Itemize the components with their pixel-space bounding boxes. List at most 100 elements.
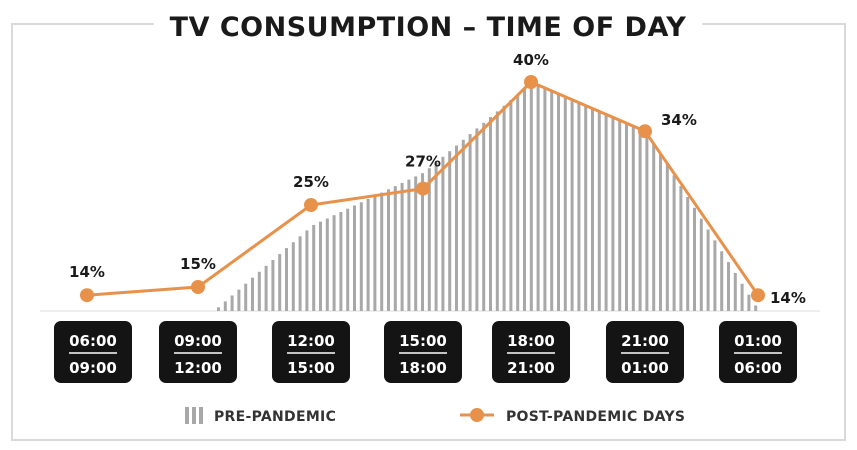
pre-pandemic-bar-27 xyxy=(264,265,268,311)
category-start-2: 12:00 xyxy=(287,332,335,350)
category-start-6: 01:00 xyxy=(734,332,782,350)
pre-pandemic-bar-83 xyxy=(645,131,649,311)
pre-pandemic-bar-52 xyxy=(434,162,438,311)
pre-pandemic-bar-96 xyxy=(733,273,737,311)
post-pandemic-point-5 xyxy=(638,124,652,139)
pre-pandemic-bar-89 xyxy=(686,197,690,311)
pre-pandemic-area xyxy=(217,83,758,312)
pre-pandemic-bar-82 xyxy=(638,128,642,311)
pre-pandemic-bar-54 xyxy=(448,151,452,311)
pre-pandemic-bar-26 xyxy=(257,271,261,311)
pre-pandemic-bar-55 xyxy=(455,145,458,311)
pre-pandemic-bar-60 xyxy=(489,117,492,311)
pre-pandemic-bar-21 xyxy=(223,301,227,311)
category-end-5: 01:00 xyxy=(621,359,669,377)
post-pandemic-label-5: 34% xyxy=(661,111,697,129)
pre-pandemic-bar-70 xyxy=(557,93,560,311)
pre-pandemic-bar-63 xyxy=(509,100,513,311)
pre-pandemic-bar-80 xyxy=(625,122,628,311)
pre-pandemic-bar-45 xyxy=(387,189,390,311)
pre-pandemic-bar-91 xyxy=(699,218,703,311)
post-pandemic-point-4 xyxy=(524,75,538,89)
pre-pandemic-bar-90 xyxy=(693,207,696,311)
pre-pandemic-bar-84 xyxy=(652,142,656,311)
pre-pandemic-bar-77 xyxy=(604,113,608,311)
post-pandemic-point-6 xyxy=(751,288,765,303)
post-pandemic-label-2: 25% xyxy=(293,173,329,191)
pre-pandemic-bar-48 xyxy=(407,179,411,311)
pre-pandemic-bar-62 xyxy=(502,105,506,311)
category-start-4: 18:00 xyxy=(507,332,555,350)
pre-pandemic-bar-57 xyxy=(468,134,472,311)
pre-pandemic-bar-32 xyxy=(298,236,302,311)
pre-pandemic-bar-20 xyxy=(217,307,220,311)
category-end-4: 21:00 xyxy=(507,359,555,377)
pre-pandemic-bar-37 xyxy=(332,215,336,311)
post-pandemic-point-1 xyxy=(191,280,205,294)
legend-marker-swatch xyxy=(470,408,484,422)
category-badge-1 xyxy=(159,321,237,383)
pre-pandemic-bar-99 xyxy=(754,305,758,311)
pre-pandemic-bar-69 xyxy=(550,90,554,311)
pre-pandemic-bar-73 xyxy=(577,102,581,311)
pre-pandemic-bar-88 xyxy=(679,186,683,311)
pre-pandemic-bar-58 xyxy=(475,128,479,311)
pre-pandemic-bar-35 xyxy=(319,221,322,311)
pre-pandemic-bar-33 xyxy=(305,230,309,311)
pre-pandemic-bar-46 xyxy=(393,186,397,311)
pre-pandemic-bar-40 xyxy=(353,205,356,311)
category-start-1: 09:00 xyxy=(174,332,222,350)
legend-label-pre-pandemic: PRE-PANDEMIC xyxy=(214,409,336,425)
pre-pandemic-bar-61 xyxy=(495,111,499,312)
pre-pandemic-bar-59 xyxy=(482,122,486,311)
pre-pandemic-bar-65 xyxy=(523,88,526,311)
category-end-3: 18:00 xyxy=(399,359,447,377)
category-badge-0 xyxy=(54,321,132,383)
pre-pandemic-bar-39 xyxy=(346,208,350,311)
legend-hatch-swatch-2 xyxy=(192,407,196,424)
post-pandemic-label-0: 14% xyxy=(69,263,105,281)
category-start-5: 21:00 xyxy=(621,332,669,350)
pre-pandemic-bar-25 xyxy=(251,277,254,311)
category-badge-6 xyxy=(719,321,797,383)
pre-pandemic-bar-67 xyxy=(536,84,540,312)
category-start-3: 15:00 xyxy=(399,332,447,350)
pre-pandemic-bar-64 xyxy=(516,94,520,312)
pre-pandemic-bar-51 xyxy=(427,168,431,311)
pre-pandemic-bar-31 xyxy=(291,242,295,311)
pre-pandemic-bar-95 xyxy=(727,262,730,311)
pre-pandemic-bar-47 xyxy=(400,182,404,311)
category-start-0: 06:00 xyxy=(69,332,117,350)
pre-pandemic-bar-41 xyxy=(359,202,363,311)
pre-pandemic-bar-86 xyxy=(665,164,669,311)
pre-pandemic-bar-66 xyxy=(529,83,533,311)
pre-pandemic-bar-97 xyxy=(740,283,744,311)
pre-pandemic-bar-87 xyxy=(672,175,676,311)
category-badge-2 xyxy=(272,321,350,383)
pre-pandemic-bar-75 xyxy=(591,107,594,312)
pre-pandemic-bar-56 xyxy=(461,139,465,311)
pre-pandemic-bar-53 xyxy=(441,156,445,311)
pre-pandemic-bar-36 xyxy=(325,218,329,311)
post-pandemic-label-4: 40% xyxy=(513,51,549,69)
post-pandemic-label-3: 27% xyxy=(405,153,441,171)
chart-frame xyxy=(11,23,846,441)
legend-pre-pandemic: PRE-PANDEMIC xyxy=(185,407,336,425)
category-badge-5 xyxy=(606,321,684,383)
pre-pandemic-bar-34 xyxy=(312,224,316,311)
pre-pandemic-bar-30 xyxy=(285,248,288,311)
pre-pandemic-bar-68 xyxy=(543,87,547,312)
post-pandemic-label-6: 14% xyxy=(770,289,806,307)
legend-label-post-pandemic: POST-PANDEMIC DAYS xyxy=(506,409,685,425)
pre-pandemic-bar-44 xyxy=(380,192,384,311)
post-pandemic-label-1: 15% xyxy=(180,255,216,273)
category-badge-4 xyxy=(492,321,570,383)
pre-pandemic-bar-79 xyxy=(618,119,622,311)
pre-pandemic-bar-98 xyxy=(747,294,751,311)
legend-hatch-swatch-1 xyxy=(185,407,189,424)
legend: PRE-PANDEMIC POST-PANDEMIC DAYS xyxy=(185,407,685,425)
pre-pandemic-bar-74 xyxy=(584,105,588,311)
category-end-1: 12:00 xyxy=(174,359,222,377)
pre-pandemic-bar-78 xyxy=(611,116,615,311)
